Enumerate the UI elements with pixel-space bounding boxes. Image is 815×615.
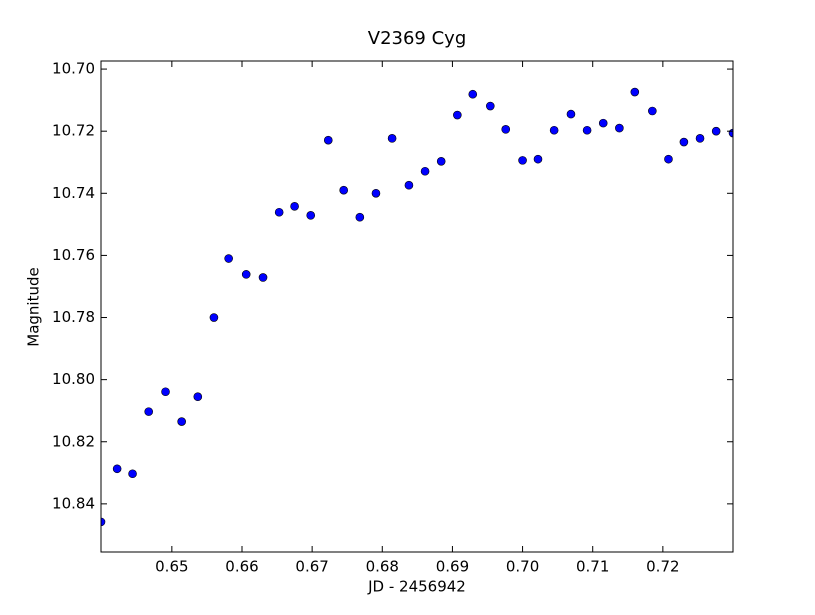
- x-axis-label: JD - 2456942: [367, 578, 466, 596]
- data-point: [566, 109, 576, 119]
- data-point: [112, 464, 122, 474]
- data-point: [355, 212, 365, 222]
- data-point: [468, 89, 478, 99]
- y-tick-label: 10.70: [52, 60, 95, 78]
- data-point: [290, 202, 299, 211]
- data-point: [371, 188, 381, 198]
- data-point: [404, 180, 414, 190]
- data-point: [533, 154, 543, 164]
- data-point: [241, 270, 251, 279]
- data-point: [453, 110, 462, 120]
- data-point: [664, 154, 673, 164]
- data-point: [518, 156, 527, 165]
- x-tick-label: 0.66: [225, 558, 258, 576]
- data-point: [161, 387, 170, 397]
- plot-area: [101, 87, 733, 527]
- data-point: [177, 417, 186, 426]
- data-point: [598, 118, 608, 128]
- y-tick-label: 10.80: [52, 370, 95, 388]
- data-point: [209, 313, 219, 322]
- data-point: [258, 273, 268, 282]
- data-point: [144, 407, 153, 416]
- y-tick-label: 10.78: [52, 308, 95, 326]
- data-point: [648, 106, 657, 116]
- x-tick-label: 0.70: [506, 558, 539, 576]
- data-point: [323, 135, 333, 145]
- data-point: [420, 166, 430, 176]
- y-tick-label: 10.84: [52, 494, 95, 512]
- data-point: [549, 125, 559, 135]
- x-tick-label: 0.65: [155, 558, 188, 576]
- data-point: [128, 469, 137, 479]
- x-tick-label: 0.67: [295, 558, 328, 576]
- y-axis-label: Magnitude: [25, 267, 43, 346]
- data-point: [695, 134, 705, 143]
- y-tick-label: 10.72: [52, 122, 95, 140]
- data-point: [630, 87, 640, 97]
- data-point: [274, 207, 284, 217]
- data-point: [711, 126, 721, 136]
- data-point: [387, 134, 397, 143]
- data-point: [101, 517, 106, 527]
- data-point: [486, 101, 495, 111]
- data-point: [339, 185, 348, 195]
- data-point: [224, 254, 233, 263]
- y-tick-label: 10.76: [52, 246, 95, 264]
- x-tick-label: 0.69: [436, 558, 469, 576]
- plot-frame: [100, 60, 734, 553]
- x-tick-label: 0.72: [646, 558, 679, 576]
- chart-title: V2369 Cyg: [368, 28, 467, 49]
- y-tick-label: 10.82: [52, 432, 95, 450]
- data-point: [615, 123, 624, 133]
- data-point: [679, 137, 689, 147]
- y-tick-label: 10.74: [52, 184, 95, 202]
- data-point: [501, 125, 511, 134]
- data-point: [582, 125, 592, 135]
- x-tick-label: 0.71: [576, 558, 609, 576]
- data-point: [436, 157, 446, 166]
- data-point: [306, 211, 316, 220]
- x-tick-label: 0.68: [366, 558, 399, 576]
- data-point: [193, 392, 203, 402]
